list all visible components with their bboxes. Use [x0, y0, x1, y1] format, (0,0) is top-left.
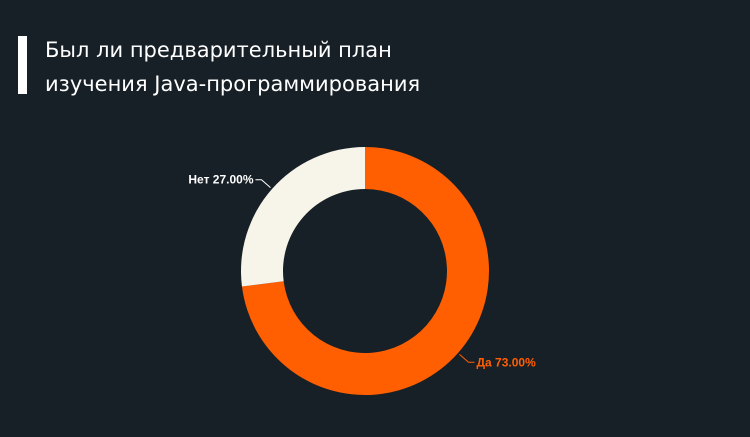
data-label-da: Да 73.00% — [477, 355, 537, 369]
title-accent-bar — [18, 36, 27, 94]
slice-da — [241, 147, 490, 395]
leader-line-net — [255, 179, 271, 189]
chart-title: Был ли предварительный план изучения Jav… — [45, 38, 421, 96]
leader-line-da — [459, 353, 475, 363]
data-label-net: Нет 27.00% — [188, 173, 253, 187]
slice-net — [241, 147, 365, 287]
